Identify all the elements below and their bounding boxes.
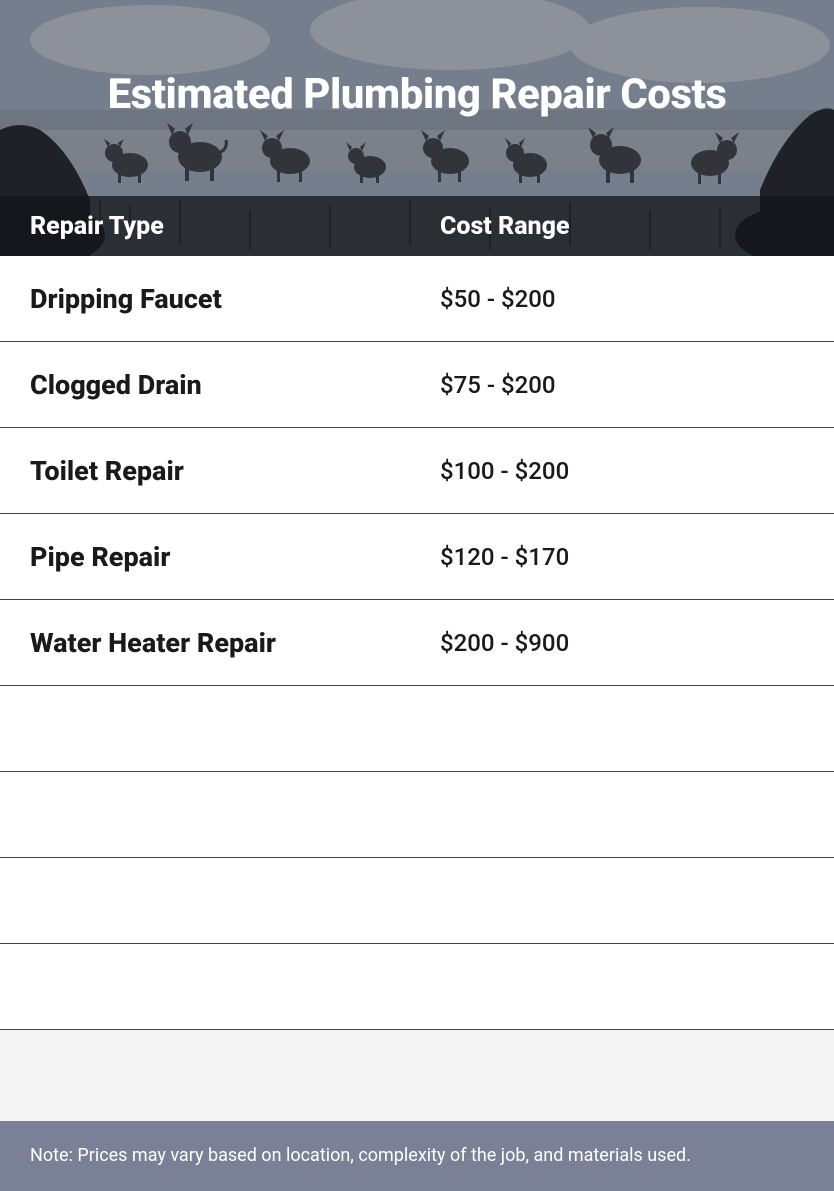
header-cost-range: Cost Range xyxy=(440,212,834,241)
table-row: Dripping Faucet $50 - $200 xyxy=(0,256,834,342)
repair-cost: $75 - $200 xyxy=(440,371,834,399)
table-row: Pipe Repair $120 - $170 xyxy=(0,514,834,600)
repair-name: Toilet Repair xyxy=(0,455,440,487)
table-row: Water Heater Repair $200 - $900 xyxy=(0,600,834,686)
footer-text: Note: Prices may vary based on location,… xyxy=(30,1143,691,1168)
table-empty-row xyxy=(0,858,834,944)
page-title: Estimated Plumbing Repair Costs xyxy=(0,70,834,119)
repair-name: Pipe Repair xyxy=(0,541,440,573)
table-header-row: Repair Type Cost Range xyxy=(0,196,834,256)
repair-name: Dripping Faucet xyxy=(0,283,440,315)
table-empty-row xyxy=(0,772,834,858)
repair-name: Water Heater Repair xyxy=(0,627,440,659)
cost-table: Repair Type Cost Range Dripping Faucet $… xyxy=(0,196,834,1030)
table-row: Clogged Drain $75 - $200 xyxy=(0,342,834,428)
footer-note: Note: Prices may vary based on location,… xyxy=(0,1121,834,1191)
repair-name: Clogged Drain xyxy=(0,369,440,401)
table-empty-row xyxy=(0,944,834,1030)
header-repair-type: Repair Type xyxy=(0,212,440,241)
repair-cost: $120 - $170 xyxy=(440,543,834,571)
repair-cost: $100 - $200 xyxy=(440,457,834,485)
table-row: Toilet Repair $100 - $200 xyxy=(0,428,834,514)
table-empty-row xyxy=(0,686,834,772)
repair-cost: $200 - $900 xyxy=(440,629,834,657)
repair-cost: $50 - $200 xyxy=(440,285,834,313)
